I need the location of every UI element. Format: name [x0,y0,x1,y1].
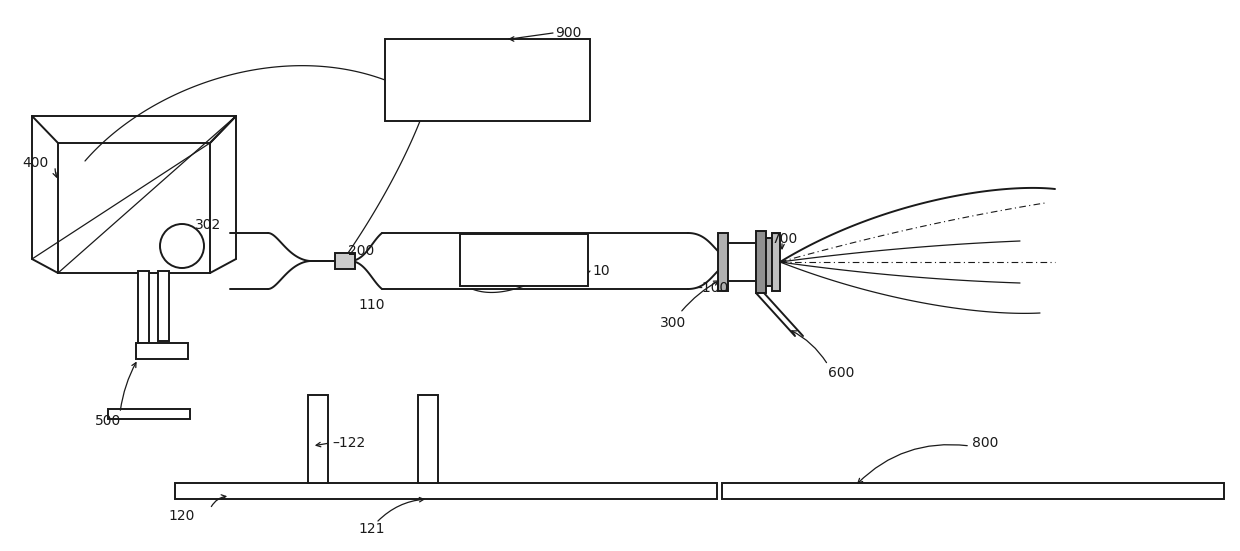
Bar [766,238,773,286]
Text: –122: –122 [332,436,366,450]
Bar [460,234,588,286]
Bar [58,143,210,273]
Text: 10: 10 [591,264,610,278]
Text: 302: 302 [195,218,221,232]
Bar [718,233,728,291]
Bar [108,409,190,419]
Bar [418,395,438,483]
Bar [728,243,756,281]
Text: 120: 120 [167,509,195,523]
Text: 200: 200 [348,244,374,258]
Bar [308,395,329,483]
Bar [384,39,590,121]
Text: 900: 900 [556,26,582,40]
Bar [138,271,149,343]
Text: 500: 500 [95,414,122,428]
Text: 400: 400 [22,156,48,170]
Bar [136,343,188,359]
Bar [157,271,169,341]
Bar [756,231,766,293]
Text: 110: 110 [358,298,384,312]
Bar [773,233,780,291]
Text: –100: –100 [694,281,728,295]
Bar [335,253,355,269]
Text: 121: 121 [358,522,384,536]
Text: 300: 300 [660,316,686,330]
Text: 600: 600 [828,366,854,380]
Bar [175,483,717,499]
Bar [722,483,1224,499]
Text: 800: 800 [972,436,998,450]
Text: 700: 700 [773,232,799,246]
Circle shape [160,224,205,268]
